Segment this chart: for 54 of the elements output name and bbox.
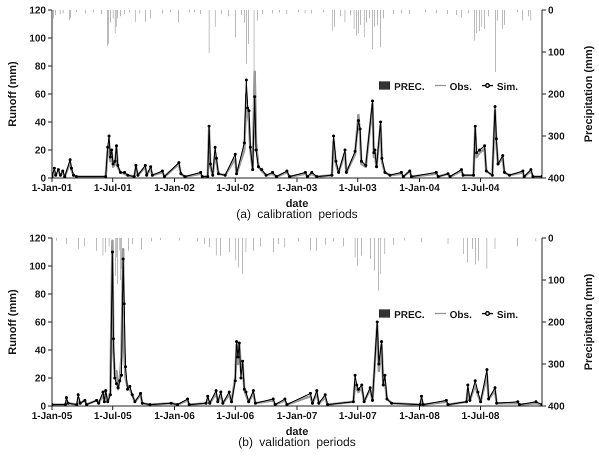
y2-tick-label: 100 [548, 48, 566, 59]
legend-label: Obs. [450, 310, 472, 322]
y2-tick-label: 0 [548, 234, 554, 245]
x-tick-label: 1-Jul-01 [94, 183, 132, 194]
y2-tick-label: 400 [548, 402, 566, 413]
y2-tick-label: 300 [548, 132, 566, 143]
y-tick-label: 60 [34, 318, 46, 329]
x-tick-label: 1-Jan-02 [154, 183, 196, 194]
x-tick-label: 1-Jul-07 [338, 411, 378, 422]
text: (b) validation periods [237, 435, 357, 450]
y-tick-label: 40 [34, 346, 46, 357]
x-tick-label: 1-Jan-06 [154, 411, 196, 422]
y-axis-title: Runoff (mm) [6, 60, 19, 127]
y-tick-label: 80 [34, 290, 46, 301]
x-tick-label: 1-Jan-04 [399, 183, 440, 194]
x-tick-label: 1-Jul-02 [216, 183, 255, 194]
y2-tick-label: 0 [548, 6, 554, 17]
y-tick-label: 100 [29, 262, 46, 273]
y-tick-label: 0 [40, 402, 46, 413]
y-tick-label: 0 [40, 174, 46, 185]
legend-label: PREC. [394, 310, 425, 322]
x-tick-label: 1-Jan-03 [276, 183, 318, 194]
y-tick-label: 40 [34, 118, 46, 129]
x-tick-label: 1-Jan-08 [399, 411, 440, 422]
x-axis-title: date [286, 426, 308, 438]
y2-axis-title: Precipitation (mm) [582, 273, 595, 370]
y-axis-title: Runoff (mm) [6, 288, 19, 355]
text: (a) calibration periods [235, 207, 359, 222]
y2-tick-label: 300 [548, 360, 566, 371]
legend-label: Obs. [450, 82, 472, 94]
x-tick-label: 1-Jan-01 [32, 183, 73, 194]
x-tick-label: 1-Jan-07 [276, 411, 318, 422]
legend-label: PREC. [394, 82, 425, 94]
y-tick-label: 100 [29, 34, 46, 45]
y-tick-label: 120 [29, 234, 46, 245]
x-tick-label: 1-Jul-05 [94, 411, 132, 422]
y2-tick-label: 400 [548, 174, 566, 185]
y-tick-label: 20 [34, 374, 46, 385]
x-tick-label: 1-Jul-08 [462, 411, 500, 422]
x-tick-label: 1-Jul-03 [338, 183, 378, 194]
y-tick-label: 20 [34, 146, 46, 157]
y2-axis-title: Precipitation (mm) [582, 45, 595, 142]
y-tick-label: 80 [34, 62, 46, 73]
x-tick-label: 1-Jul-06 [216, 411, 255, 422]
y-tick-label: 60 [34, 90, 46, 101]
x-tick-label: 1-Jul-04 [462, 183, 500, 194]
y2-tick-label: 200 [548, 90, 566, 101]
y-tick-label: 120 [29, 6, 46, 17]
y2-tick-label: 100 [548, 276, 566, 287]
legend-label: Sim. [496, 82, 518, 94]
y2-tick-label: 200 [548, 318, 566, 329]
legend-label: Sim. [496, 310, 518, 322]
x-axis-title: date [286, 198, 308, 210]
x-tick-label: 1-Jan-05 [32, 411, 73, 422]
